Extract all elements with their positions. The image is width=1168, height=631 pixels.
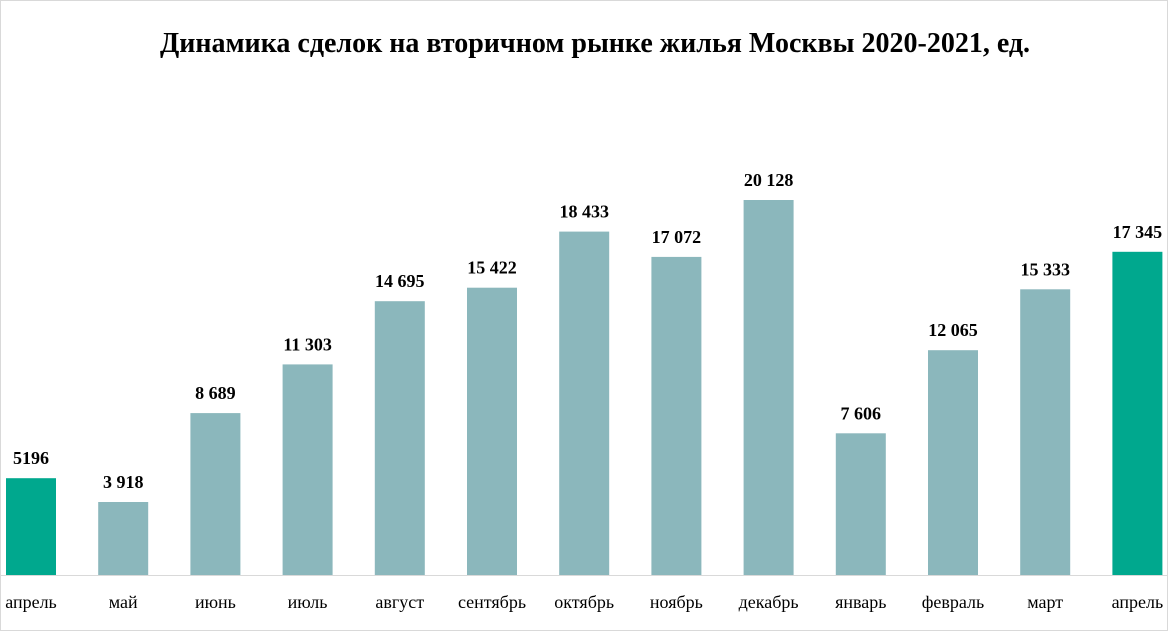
x-tick-label-9: январь (835, 592, 886, 612)
data-label-5: 15 422 (467, 258, 517, 278)
x-tick-label-2: июнь (195, 592, 236, 612)
bar-5 (467, 287, 517, 575)
bar-9 (835, 433, 886, 575)
bar-6 (559, 231, 610, 575)
data-label-3: 11 303 (283, 334, 332, 354)
data-label-2: 8 689 (195, 383, 236, 403)
data-label-0: 5196 (13, 448, 49, 468)
x-tick-label-3: июль (288, 592, 328, 612)
bar-0 (6, 478, 56, 575)
data-label-9: 7 606 (841, 403, 882, 423)
x-tick-label-4: август (375, 592, 424, 612)
bar-1 (98, 502, 149, 575)
bar-12 (1112, 251, 1163, 576)
x-tick-label-10: февраль (922, 592, 985, 612)
data-label-6: 18 433 (559, 202, 609, 222)
data-label-8: 20 128 (744, 170, 794, 190)
x-tick-label-7: ноябрь (650, 592, 703, 612)
data-label-12: 17 345 (1113, 222, 1163, 242)
data-label-11: 15 333 (1020, 259, 1070, 279)
bar-4 (374, 301, 425, 575)
x-tick-label-11: март (1027, 592, 1063, 612)
chart-title: Динамика сделок на вторичном рынке жилья… (159, 28, 1031, 59)
bar-8 (743, 200, 794, 575)
bar-7 (651, 256, 702, 575)
data-label-10: 12 065 (928, 320, 978, 340)
bar-11 (1020, 289, 1071, 575)
bar-2 (190, 413, 241, 575)
x-tick-label-1: май (109, 592, 138, 612)
data-label-1: 3 918 (103, 472, 144, 492)
data-label-7: 17 072 (652, 227, 702, 247)
x-tick-label-12: апрель (1112, 592, 1164, 612)
x-tick-label-5: сентябрь (458, 592, 526, 612)
bar-3 (282, 364, 333, 575)
x-tick-label-0: апрель (5, 592, 57, 612)
x-tick-label-6: октябрь (554, 592, 614, 612)
bar-10 (928, 350, 978, 575)
data-label-4: 14 695 (375, 271, 425, 291)
x-tick-label-8: декабрь (739, 592, 799, 612)
